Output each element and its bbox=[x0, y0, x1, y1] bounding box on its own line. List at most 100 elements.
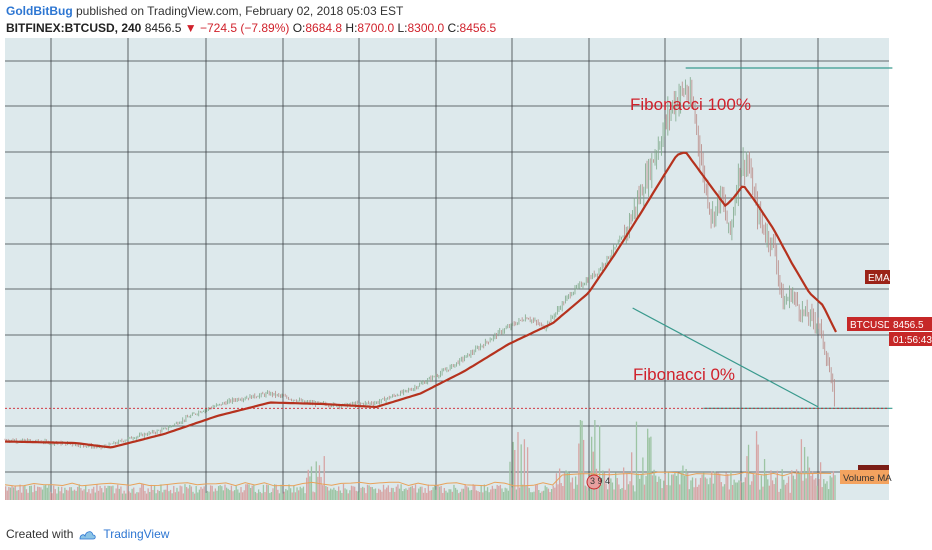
volume-bar bbox=[424, 488, 426, 500]
volume-bar bbox=[38, 487, 40, 500]
volume-bar bbox=[125, 493, 127, 500]
volume-bar bbox=[542, 490, 545, 500]
volume-bar bbox=[371, 487, 373, 500]
volume-bar bbox=[264, 492, 266, 500]
volume-bar bbox=[786, 482, 788, 500]
volume-bar bbox=[674, 472, 676, 500]
trend-line[interactable] bbox=[632, 307, 819, 408]
volume-bar bbox=[75, 490, 77, 500]
volume-bar bbox=[363, 487, 365, 500]
volume-bar bbox=[695, 478, 697, 500]
volume-bar bbox=[448, 489, 450, 500]
volume-bar bbox=[46, 487, 48, 500]
volume-bar bbox=[357, 491, 359, 500]
volume-bar bbox=[480, 485, 482, 500]
volume-bar bbox=[698, 484, 700, 500]
volume-bar bbox=[477, 491, 479, 500]
volume-bar bbox=[141, 484, 143, 500]
volume-bar bbox=[752, 473, 755, 500]
volume-bar bbox=[370, 486, 372, 500]
volume-bar bbox=[237, 489, 239, 500]
volume-bar bbox=[110, 486, 112, 500]
volume-bar bbox=[607, 489, 609, 500]
open-label: O: bbox=[292, 21, 306, 35]
volume-ma-label: Volume MA bbox=[843, 473, 892, 484]
volume-bar bbox=[831, 477, 833, 500]
volume-bar bbox=[603, 472, 606, 500]
volume-bar bbox=[147, 488, 149, 500]
volume-bar bbox=[765, 473, 767, 500]
volume-bar bbox=[538, 489, 540, 500]
volume-bar bbox=[709, 477, 711, 500]
volume-bar bbox=[86, 492, 88, 500]
volume-bar bbox=[749, 484, 751, 500]
volume-bar bbox=[570, 482, 572, 500]
volume-bar bbox=[27, 492, 29, 500]
volume-bar bbox=[675, 475, 678, 500]
author-link[interactable]: GoldBitBug bbox=[6, 4, 73, 18]
volume-bar bbox=[747, 444, 750, 500]
volume-bar bbox=[731, 484, 734, 500]
volume-bar bbox=[189, 484, 191, 500]
volume-bar bbox=[719, 473, 721, 500]
volume-bar bbox=[714, 471, 716, 500]
volume-bar bbox=[408, 487, 410, 500]
price-chart[interactable]: Fibonacci 100% Fibonacci 0% EMA BTCUSD 8… bbox=[0, 38, 932, 508]
volume-bar bbox=[297, 490, 300, 500]
volume-bar bbox=[405, 488, 407, 500]
volume-bar bbox=[715, 472, 718, 500]
volume-bar bbox=[683, 475, 686, 500]
volume-bar bbox=[717, 472, 719, 500]
volume-bar bbox=[56, 493, 58, 500]
volume-bar bbox=[767, 479, 769, 500]
volume-bar bbox=[690, 480, 692, 500]
volume-bar bbox=[421, 486, 423, 500]
volume-bar bbox=[51, 493, 53, 500]
volume-bar bbox=[235, 486, 237, 500]
plot-area[interactable] bbox=[5, 38, 889, 500]
volume-bar bbox=[437, 484, 439, 500]
volume-bar bbox=[206, 490, 209, 500]
volume-bar bbox=[136, 492, 138, 500]
volume-bar bbox=[456, 489, 458, 500]
fibonacci-100-annotation[interactable]: Fibonacci 100% bbox=[630, 95, 751, 114]
tradingview-brand-link[interactable]: TradingView bbox=[103, 527, 170, 541]
volume-bar bbox=[677, 472, 679, 500]
high-value: 8700.0 bbox=[357, 21, 395, 35]
volume-bar bbox=[304, 493, 306, 500]
volume-bar bbox=[198, 489, 201, 500]
volume-bar bbox=[381, 491, 383, 500]
volume-bar bbox=[270, 492, 273, 500]
volume-bar bbox=[679, 484, 681, 500]
volume-bar bbox=[616, 477, 618, 500]
fibonacci-0-annotation[interactable]: Fibonacci 0% bbox=[633, 365, 735, 384]
volume-bar bbox=[416, 492, 418, 500]
volume-bar bbox=[59, 491, 61, 500]
volume-bar bbox=[528, 487, 530, 500]
volume-bar bbox=[414, 484, 417, 500]
volume-bar bbox=[586, 486, 588, 500]
ema-tag-label: EMA bbox=[868, 273, 890, 284]
volume-bar bbox=[208, 491, 210, 500]
volume-bar bbox=[768, 485, 771, 500]
volume-bar bbox=[256, 493, 258, 500]
volume-bar bbox=[209, 485, 212, 500]
volume-bar bbox=[285, 488, 287, 500]
volume-bar bbox=[667, 472, 670, 500]
volume-bar bbox=[563, 472, 566, 500]
volume-bar bbox=[99, 485, 101, 500]
volume-bar bbox=[398, 488, 401, 500]
volume-bar bbox=[225, 487, 228, 500]
volume-bar bbox=[826, 481, 828, 500]
volume-bar bbox=[232, 491, 234, 500]
volume-bar bbox=[754, 474, 756, 500]
volume-bar bbox=[265, 484, 268, 500]
volume-bar bbox=[648, 437, 650, 500]
volume-bar bbox=[267, 485, 269, 500]
volume-bar bbox=[466, 486, 468, 500]
volume-bar bbox=[301, 488, 303, 500]
volume-bar bbox=[338, 486, 340, 500]
volume-bar bbox=[211, 485, 213, 500]
volume-bar bbox=[382, 484, 385, 500]
volume-bar bbox=[759, 489, 761, 500]
